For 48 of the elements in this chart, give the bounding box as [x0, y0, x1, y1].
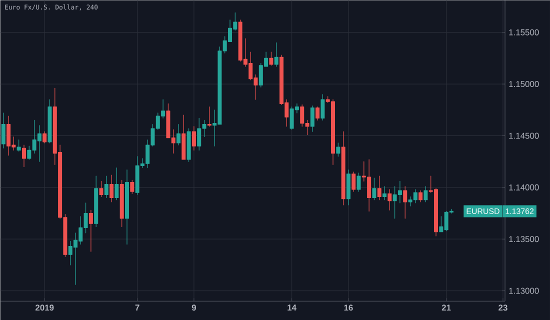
x-tick-label: 16 [344, 304, 353, 311]
candlestick [130, 180, 134, 194]
candlestick [316, 106, 320, 120]
candlestick [274, 42, 278, 67]
candlestick [192, 126, 196, 150]
y-tick-label: 1.14500 [509, 132, 539, 139]
candlestick [182, 114, 186, 160]
candlestick [341, 131, 346, 206]
candlestick [388, 189, 392, 210]
candlestick [48, 99, 52, 144]
candlestick [424, 186, 428, 202]
candlestick [269, 52, 274, 66]
candlestick [22, 144, 26, 167]
candlestick [356, 172, 361, 192]
candlestick [310, 105, 314, 132]
y-tick-label: 1.14000 [509, 184, 539, 190]
candlestick [114, 167, 119, 200]
candlestick [120, 180, 124, 227]
candlestick [104, 176, 108, 198]
candlestick [1, 112, 6, 148]
candlestick [99, 180, 104, 197]
candlestick [336, 142, 340, 157]
candlestick [346, 169, 350, 206]
candlestick [320, 94, 325, 120]
candlestick [42, 131, 47, 144]
x-tick-label: 9 [192, 304, 196, 311]
candlestick [418, 190, 423, 202]
candlestick [382, 186, 387, 200]
y-tick-label: 1.15000 [509, 80, 539, 87]
x-tick-label: 7 [135, 304, 140, 310]
candlestick [125, 169, 129, 245]
y-tick-label: 1.15500 [509, 29, 539, 36]
x-tick-label: 2019 [35, 304, 54, 311]
y-tick-label: 1.13500 [509, 236, 539, 242]
candlestick [186, 128, 191, 162]
candlestick [377, 176, 382, 200]
candlestick [176, 124, 180, 146]
y-tick-label: 1.13000 [509, 288, 539, 294]
candlestick [94, 176, 98, 227]
candlestick [403, 186, 408, 219]
candlestick [352, 172, 356, 192]
x-tick-label: 23 [498, 304, 508, 311]
candlestick [88, 210, 93, 252]
candlestick [110, 174, 114, 202]
candlestick [16, 140, 21, 152]
candlestick [372, 178, 376, 200]
x-tick-label: 14 [288, 304, 296, 310]
x-tick-label: 21 [442, 304, 451, 310]
